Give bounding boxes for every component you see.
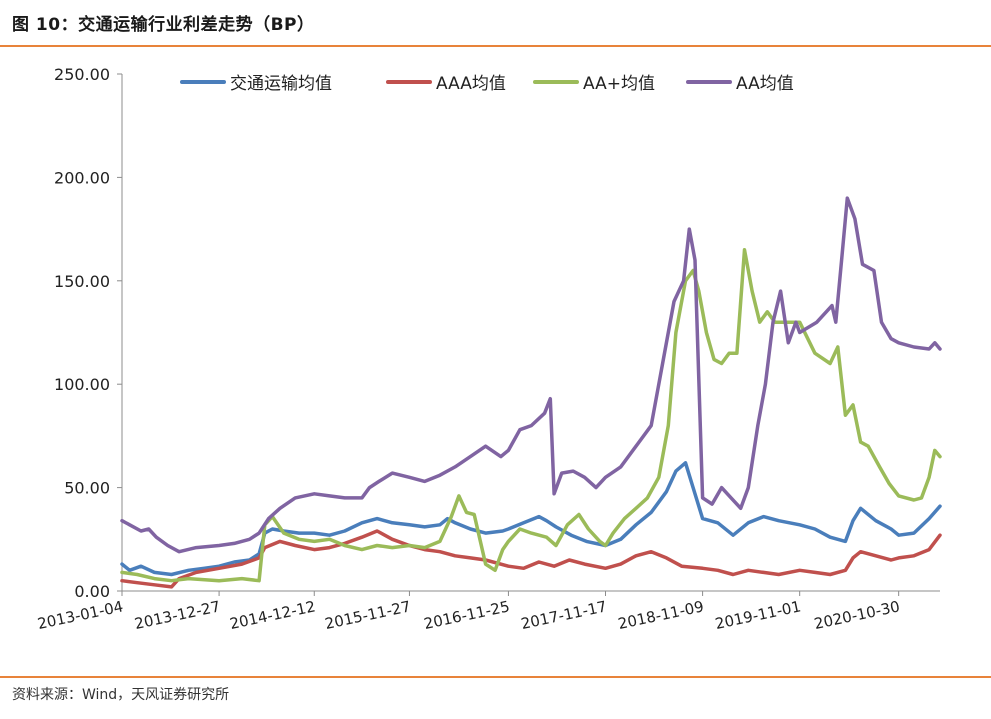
- x-tick-label: 2013-12-27: [133, 597, 222, 633]
- chart-legend: 交通运输均值 AAA均值 AA+均值 AA均值: [180, 74, 794, 94]
- legend-label-3: AA均值: [736, 74, 794, 94]
- x-tick-label: 2015-11-27: [323, 597, 412, 633]
- source-note: 资料来源：Wind，天风证券研究所: [12, 687, 230, 703]
- x-tick-label: 2017-11-17: [519, 597, 608, 633]
- y-tick-label: 100.00: [54, 375, 110, 394]
- y-tick-label: 0.00: [74, 582, 110, 601]
- series-line-0: [120, 461, 942, 577]
- series-layer: [120, 196, 942, 589]
- spread-line-chart: 0.00 50.00 100.00 150.00 200.00 250.00 2013-01…: [36, 65, 942, 633]
- y-tick-label: 250.00: [54, 65, 110, 84]
- x-tick-label: 2019-11-01: [713, 597, 802, 633]
- bottom-divider: [0, 676, 991, 678]
- y-tick-label: 200.00: [54, 168, 110, 187]
- legend-label-2: AA+均值: [583, 74, 655, 94]
- legend-label-1: AAA均值: [436, 74, 506, 94]
- x-tick-label: 2018-11-09: [616, 597, 705, 633]
- x-tick-label: 2013-01-04: [36, 597, 125, 633]
- series-line-3: [120, 196, 942, 554]
- x-tick-label: 2020-10-30: [812, 597, 901, 633]
- y-tick-label: 150.00: [54, 272, 110, 291]
- x-tick-label: 2016-11-25: [422, 597, 511, 633]
- top-divider: [0, 45, 991, 47]
- series-line-2: [120, 248, 942, 583]
- y-tick-label: 50.00: [64, 479, 110, 498]
- legend-label-0: 交通运输均值: [230, 74, 332, 94]
- x-tick-label: 2014-12-12: [228, 597, 317, 633]
- figure-title: 图 10：交通运输行业利差走势（BP）: [12, 15, 315, 35]
